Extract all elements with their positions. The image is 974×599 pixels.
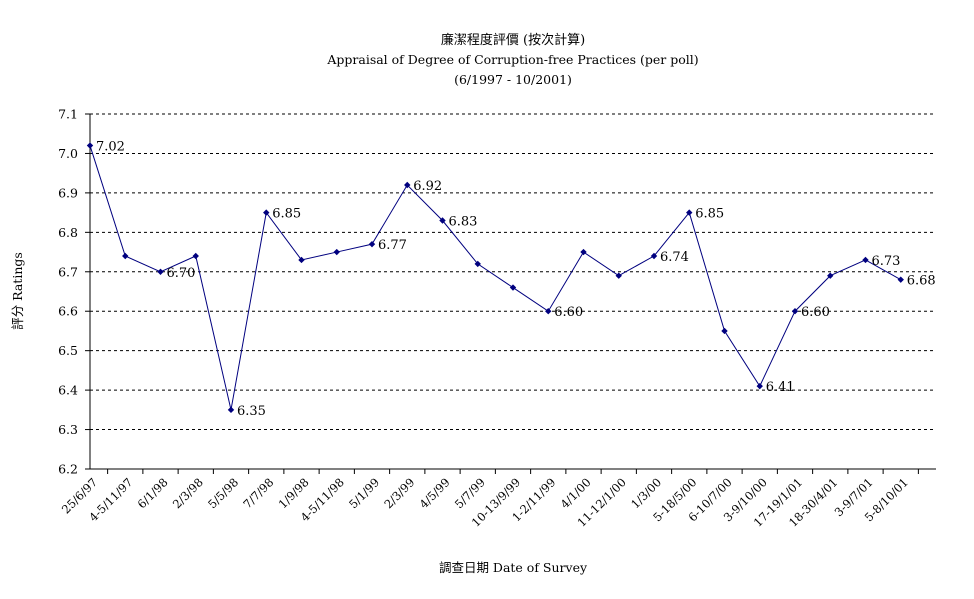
data-point (192, 252, 199, 260)
y-tick-label: 6.5 (58, 343, 78, 358)
data-point (333, 248, 340, 256)
y-tick-label: 6.4 (58, 383, 78, 398)
data-point (756, 382, 763, 390)
data-label: 6.85 (695, 207, 724, 222)
data-point (862, 256, 869, 264)
data-point (580, 248, 587, 256)
data-point (86, 142, 94, 149)
data-labels: 7.02 6.70 6.35 6.85 6.77 6.92 6.83 6.60 6.74 6.85… (96, 140, 936, 419)
data-label: 6.60 (801, 305, 830, 320)
x-axis-ticks: 25/6/974-5/11/97 6/1/98 2/3/98 5/5/98 7/7/98… (59, 469, 919, 530)
data-point (897, 276, 904, 283)
chart-subtitle: (6/1997 - 10/2001) (454, 72, 572, 87)
data-point (439, 217, 446, 224)
data-label: 6.77 (378, 238, 407, 253)
y-tick-label: 6.9 (58, 185, 78, 200)
y-axis-ticks: 6.2 6.3 6.4 6.5 6.6 6.7 6.8 6.9 7.0 7.1 (58, 107, 90, 477)
x-tick-label: 4/5/99 (417, 475, 453, 511)
data-label: 6.68 (907, 274, 936, 289)
data-label: 6.41 (766, 380, 795, 395)
y-tick-label: 6.8 (58, 225, 78, 240)
y-tick-label: 6.7 (58, 264, 78, 279)
data-point (263, 209, 270, 216)
data-point (368, 240, 376, 248)
data-point (298, 256, 305, 264)
data-point (157, 268, 164, 275)
data-label: 6.74 (660, 250, 689, 265)
gridlines (90, 113, 936, 431)
y-tick-label: 7.0 (58, 146, 78, 161)
series-line (89, 145, 901, 410)
data-label: 6.73 (872, 254, 901, 269)
data-point (827, 272, 834, 279)
series-ratings (86, 142, 904, 414)
y-tick-label: 7.1 (58, 107, 78, 122)
data-label: 6.60 (554, 305, 583, 320)
data-label: 7.02 (96, 140, 125, 155)
y-tick-label: 6.6 (58, 304, 78, 319)
y-tick-label: 6.3 (58, 422, 78, 437)
data-point (791, 308, 799, 315)
data-point (509, 284, 517, 291)
y-tick-label: 6.2 (58, 462, 78, 477)
data-point (615, 272, 622, 279)
data-point (404, 181, 411, 189)
x-tick-label: 2/3/98 (170, 475, 206, 511)
chart-title-chinese: 廉潔程度評價 (按次計算) (441, 32, 585, 48)
data-label: 6.70 (167, 266, 196, 281)
data-point (686, 209, 693, 216)
data-point (721, 327, 728, 335)
x-tick-label: 5/1/99 (346, 475, 382, 511)
chart-title: Appraisal of Degree of Corruption-free P… (326, 52, 698, 67)
y-axis-label: 評分 Ratings (10, 252, 25, 330)
x-tick-label: 2/3/99 (381, 475, 417, 511)
data-point (545, 308, 552, 315)
data-point (650, 252, 658, 260)
data-label: 6.35 (237, 404, 266, 419)
x-tick-label: 6/1/98 (135, 475, 171, 511)
data-point (227, 406, 235, 414)
data-point (122, 252, 129, 260)
data-label: 6.92 (413, 179, 442, 194)
axes (89, 114, 936, 470)
data-point (474, 260, 481, 268)
x-tick-label: 5/5/98 (205, 475, 241, 511)
x-tick-label: 7/7/98 (240, 475, 276, 511)
data-label: 6.85 (272, 207, 301, 222)
x-axis-label: 調查日期 Date of Survey (439, 560, 588, 575)
data-label: 6.83 (449, 215, 478, 230)
